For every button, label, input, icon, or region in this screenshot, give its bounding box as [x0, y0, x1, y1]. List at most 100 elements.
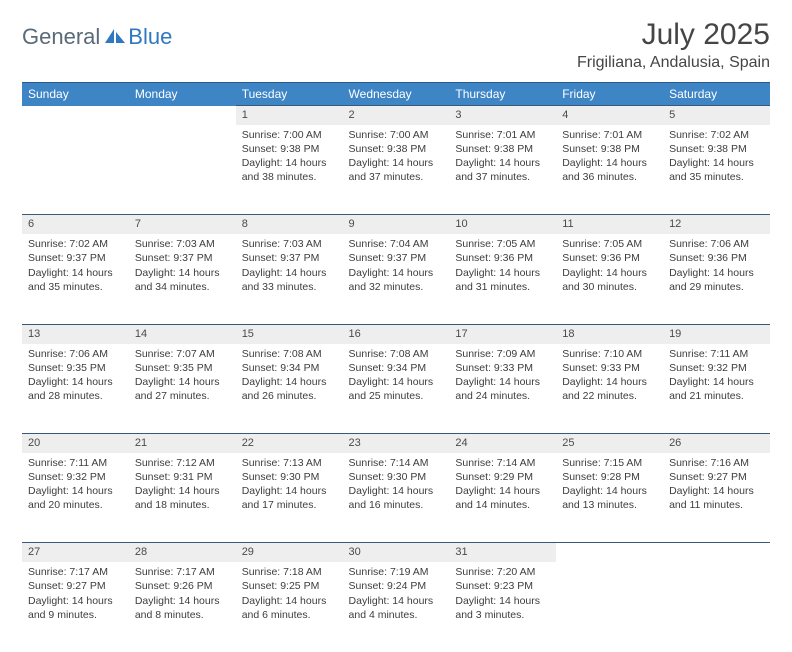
day-number: 30: [349, 546, 361, 558]
day-number: 16: [349, 328, 361, 340]
day-number: 10: [455, 218, 467, 230]
day-content-cell: Sunrise: 7:12 AMSunset: 9:31 PMDaylight:…: [129, 453, 236, 543]
day-number-cell: 2: [343, 106, 450, 125]
day-number-cell: 3: [449, 106, 556, 125]
day-number: 22: [242, 437, 254, 449]
day-number-cell: 8: [236, 215, 343, 234]
day-content-cell: Sunrise: 7:03 AMSunset: 9:37 PMDaylight:…: [129, 234, 236, 324]
sunrise-text: Sunrise: 7:09 AM: [455, 347, 550, 361]
day-number: 26: [669, 437, 681, 449]
day-content-cell: Sunrise: 7:17 AMSunset: 9:26 PMDaylight:…: [129, 562, 236, 652]
day-content-cell: Sunrise: 7:09 AMSunset: 9:33 PMDaylight:…: [449, 344, 556, 434]
day-content-cell: [556, 562, 663, 652]
day-number: 5: [669, 109, 675, 121]
daylight-text: Daylight: 14 hours and 34 minutes.: [135, 266, 230, 294]
day-number: 21: [135, 437, 147, 449]
day-number-cell: 30: [343, 543, 450, 562]
day-content-cell: Sunrise: 7:19 AMSunset: 9:24 PMDaylight:…: [343, 562, 450, 652]
day-content-cell: Sunrise: 7:08 AMSunset: 9:34 PMDaylight:…: [236, 344, 343, 434]
sunrise-text: Sunrise: 7:16 AM: [669, 456, 764, 470]
day-number-cell: [22, 106, 129, 125]
daylight-text: Daylight: 14 hours and 22 minutes.: [562, 375, 657, 403]
weekday-header: Tuesday: [236, 83, 343, 106]
month-title: July 2025: [577, 18, 770, 52]
day-content-cell: Sunrise: 7:20 AMSunset: 9:23 PMDaylight:…: [449, 562, 556, 652]
content-row: Sunrise: 7:11 AMSunset: 9:32 PMDaylight:…: [22, 453, 770, 543]
daynum-row: 13141516171819: [22, 324, 770, 343]
daylight-text: Daylight: 14 hours and 24 minutes.: [455, 375, 550, 403]
day-number: 28: [135, 546, 147, 558]
day-number: 25: [562, 437, 574, 449]
sunset-text: Sunset: 9:24 PM: [349, 579, 444, 593]
sunrise-text: Sunrise: 7:20 AM: [455, 565, 550, 579]
location-label: Frigiliana, Andalusia, Spain: [577, 54, 770, 72]
sunrise-text: Sunrise: 7:14 AM: [455, 456, 550, 470]
day-content-cell: Sunrise: 7:18 AMSunset: 9:25 PMDaylight:…: [236, 562, 343, 652]
sunset-text: Sunset: 9:35 PM: [28, 361, 123, 375]
day-number-cell: 29: [236, 543, 343, 562]
sunset-text: Sunset: 9:37 PM: [28, 251, 123, 265]
content-row: Sunrise: 7:06 AMSunset: 9:35 PMDaylight:…: [22, 344, 770, 434]
sunset-text: Sunset: 9:35 PM: [135, 361, 230, 375]
sunrise-text: Sunrise: 7:15 AM: [562, 456, 657, 470]
weekday-header: Wednesday: [343, 83, 450, 106]
day-number: 11: [562, 218, 573, 230]
daylight-text: Daylight: 14 hours and 33 minutes.: [242, 266, 337, 294]
sunrise-text: Sunrise: 7:11 AM: [669, 347, 764, 361]
day-content-cell: Sunrise: 7:02 AMSunset: 9:38 PMDaylight:…: [663, 125, 770, 215]
daylight-text: Daylight: 14 hours and 31 minutes.: [455, 266, 550, 294]
sunrise-text: Sunrise: 7:08 AM: [242, 347, 337, 361]
sunrise-text: Sunrise: 7:06 AM: [669, 237, 764, 251]
day-number-cell: 4: [556, 106, 663, 125]
day-number-cell: 14: [129, 324, 236, 343]
sunset-text: Sunset: 9:27 PM: [28, 579, 123, 593]
day-number-cell: 28: [129, 543, 236, 562]
day-number-cell: 10: [449, 215, 556, 234]
sunrise-text: Sunrise: 7:13 AM: [242, 456, 337, 470]
daylight-text: Daylight: 14 hours and 38 minutes.: [242, 156, 337, 184]
day-number-cell: 27: [22, 543, 129, 562]
daylight-text: Daylight: 14 hours and 25 minutes.: [349, 375, 444, 403]
day-content-cell: Sunrise: 7:11 AMSunset: 9:32 PMDaylight:…: [663, 344, 770, 434]
day-number: 9: [349, 218, 355, 230]
daylight-text: Daylight: 14 hours and 6 minutes.: [242, 594, 337, 622]
day-number: 18: [562, 328, 574, 340]
day-content-cell: [22, 125, 129, 215]
sunrise-text: Sunrise: 7:02 AM: [669, 128, 764, 142]
sunrise-text: Sunrise: 7:10 AM: [562, 347, 657, 361]
sunrise-text: Sunrise: 7:05 AM: [455, 237, 550, 251]
sunrise-text: Sunrise: 7:06 AM: [28, 347, 123, 361]
daynum-row: 2728293031: [22, 543, 770, 562]
day-content-cell: Sunrise: 7:07 AMSunset: 9:35 PMDaylight:…: [129, 344, 236, 434]
daylight-text: Daylight: 14 hours and 3 minutes.: [455, 594, 550, 622]
day-content-cell: Sunrise: 7:02 AMSunset: 9:37 PMDaylight:…: [22, 234, 129, 324]
sunset-text: Sunset: 9:36 PM: [455, 251, 550, 265]
day-number-cell: 7: [129, 215, 236, 234]
weekday-header: Saturday: [663, 83, 770, 106]
day-number-cell: 25: [556, 434, 663, 453]
daylight-text: Daylight: 14 hours and 14 minutes.: [455, 484, 550, 512]
day-number: 29: [242, 546, 254, 558]
day-number-cell: 1: [236, 106, 343, 125]
day-number: 17: [455, 328, 467, 340]
content-row: Sunrise: 7:02 AMSunset: 9:37 PMDaylight:…: [22, 234, 770, 324]
content-row: Sunrise: 7:17 AMSunset: 9:27 PMDaylight:…: [22, 562, 770, 652]
logo-sail-icon: [104, 27, 126, 50]
day-number: 13: [28, 328, 40, 340]
day-number: 1: [242, 109, 248, 121]
daylight-text: Daylight: 14 hours and 9 minutes.: [28, 594, 123, 622]
day-number: 2: [349, 109, 355, 121]
sunset-text: Sunset: 9:25 PM: [242, 579, 337, 593]
sunset-text: Sunset: 9:38 PM: [669, 142, 764, 156]
sunrise-text: Sunrise: 7:12 AM: [135, 456, 230, 470]
daylight-text: Daylight: 14 hours and 20 minutes.: [28, 484, 123, 512]
sunrise-text: Sunrise: 7:18 AM: [242, 565, 337, 579]
day-content-cell: Sunrise: 7:17 AMSunset: 9:27 PMDaylight:…: [22, 562, 129, 652]
sunset-text: Sunset: 9:36 PM: [562, 251, 657, 265]
day-content-cell: Sunrise: 7:06 AMSunset: 9:35 PMDaylight:…: [22, 344, 129, 434]
sunrise-text: Sunrise: 7:03 AM: [242, 237, 337, 251]
sunset-text: Sunset: 9:26 PM: [135, 579, 230, 593]
daylight-text: Daylight: 14 hours and 32 minutes.: [349, 266, 444, 294]
sunset-text: Sunset: 9:38 PM: [349, 142, 444, 156]
weekday-header: Monday: [129, 83, 236, 106]
